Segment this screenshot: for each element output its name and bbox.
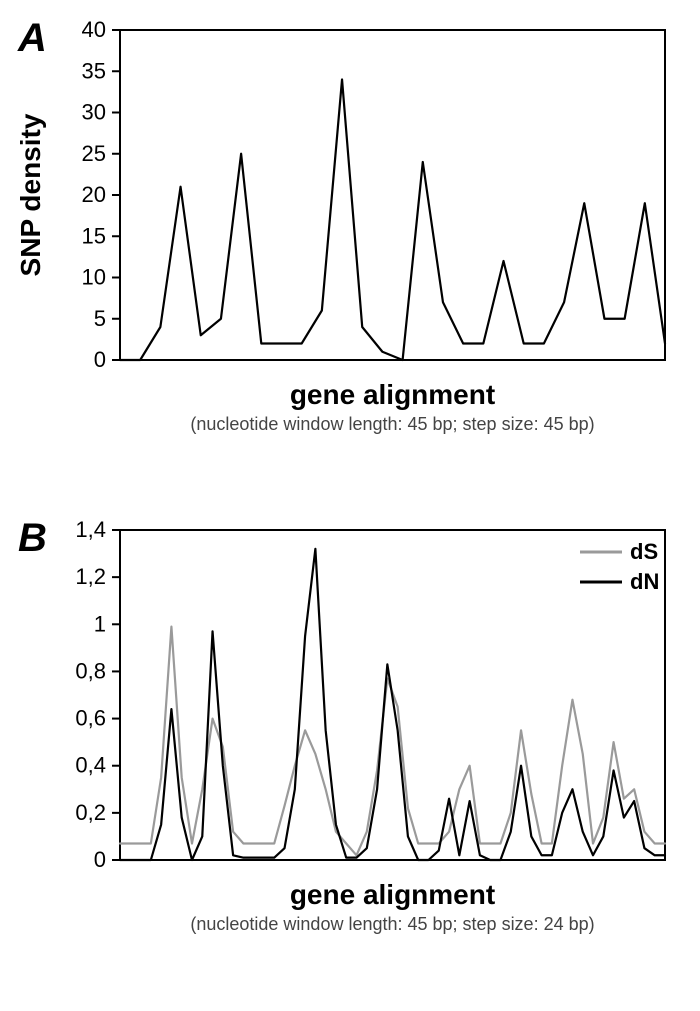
svg-text:gene alignment: gene alignment [290, 879, 495, 910]
svg-text:0,2: 0,2 [75, 800, 106, 825]
panel-a-label: A [18, 16, 47, 61]
svg-text:40: 40 [82, 17, 106, 42]
panel-b: B 0 0,2 0,4 0,6 0,8 1 1,2 1,4 gene alignment (nuc… [0, 510, 700, 1000]
svg-text:0: 0 [94, 847, 106, 872]
svg-text:0,8: 0,8 [75, 658, 106, 683]
svg-text:0,4: 0,4 [75, 753, 106, 778]
svg-text:SNP density: SNP density [15, 113, 46, 276]
svg-text:25: 25 [82, 141, 106, 166]
svg-text:1,4: 1,4 [75, 517, 106, 542]
svg-text:20: 20 [82, 182, 106, 207]
svg-text:5: 5 [94, 306, 106, 331]
panel-b-label: B [18, 516, 47, 561]
svg-text:1: 1 [94, 611, 106, 636]
svg-text:35: 35 [82, 58, 106, 83]
svg-text:10: 10 [82, 265, 106, 290]
panel-a-svg: 0 5 10 15 20 25 30 35 40 SNP density gene alignmen… [0, 10, 700, 480]
svg-text:(nucleotide window length: 45: (nucleotide window length: 45 bp; step s… [190, 414, 594, 434]
panel-b-svg: 0 0,2 0,4 0,6 0,8 1 1,2 1,4 gene alignment (nucle… [0, 510, 700, 1000]
svg-text:0: 0 [94, 347, 106, 372]
series-dS [120, 627, 665, 856]
legend-label-dN: dN [630, 569, 659, 594]
svg-text:30: 30 [82, 100, 106, 125]
svg-text:gene alignment: gene alignment [290, 379, 495, 410]
svg-text:1,2: 1,2 [75, 564, 106, 589]
svg-text:0,6: 0,6 [75, 706, 106, 731]
legend-label-dS: dS [630, 539, 658, 564]
svg-text:15: 15 [82, 223, 106, 248]
series-snp-density [120, 80, 665, 361]
panel-a: A 0 5 10 15 20 25 30 35 40 SNP density gene alignm… [0, 10, 700, 480]
svg-text:(nucleotide window length: 45: (nucleotide window length: 45 bp; step s… [190, 914, 594, 934]
series-dN [120, 549, 665, 860]
